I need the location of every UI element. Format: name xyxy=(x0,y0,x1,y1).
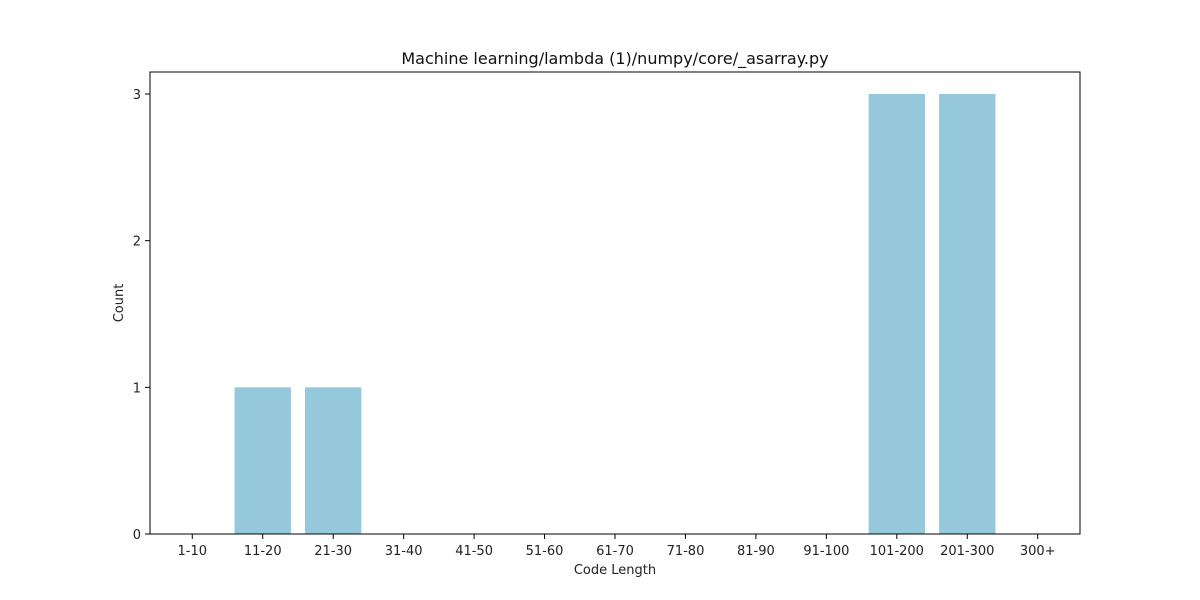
x-tick-label: 51-60 xyxy=(526,544,564,559)
x-tick-label: 300+ xyxy=(1020,544,1056,559)
bar-101-200 xyxy=(868,94,925,534)
y-tick-label: 1 xyxy=(133,381,141,396)
x-tick-label: 61-70 xyxy=(596,544,634,559)
x-tick-label: 81-90 xyxy=(737,544,775,559)
y-axis-ticks: 0 1 2 3 xyxy=(133,88,150,543)
bar-21-30 xyxy=(305,387,362,534)
bars-group xyxy=(234,94,996,534)
x-axis-ticks: 1-10 11-20 21-30 31-40 41-50 51-60 61-70 71-80 8… xyxy=(178,534,1056,559)
y-axis-label: Count xyxy=(112,284,127,323)
chart-title: Machine learning/lambda (1)/numpy/core/_… xyxy=(401,49,828,69)
bar-201-300 xyxy=(939,94,996,534)
x-tick-label: 91-100 xyxy=(803,544,849,559)
x-tick-label: 201-300 xyxy=(940,544,994,559)
x-tick-label: 31-40 xyxy=(385,544,423,559)
bar-11-20 xyxy=(234,387,291,534)
x-tick-label: 41-50 xyxy=(455,544,493,559)
x-tick-label: 1-10 xyxy=(178,544,208,559)
x-tick-label: 71-80 xyxy=(667,544,705,559)
x-tick-label: 21-30 xyxy=(314,544,352,559)
x-tick-label: 101-200 xyxy=(870,544,924,559)
y-tick-label: 2 xyxy=(133,235,141,250)
y-tick-label: 3 xyxy=(133,88,141,103)
x-axis-label: Code Length xyxy=(574,563,656,578)
x-tick-label: 11-20 xyxy=(244,544,282,559)
y-tick-label: 0 xyxy=(133,528,141,543)
